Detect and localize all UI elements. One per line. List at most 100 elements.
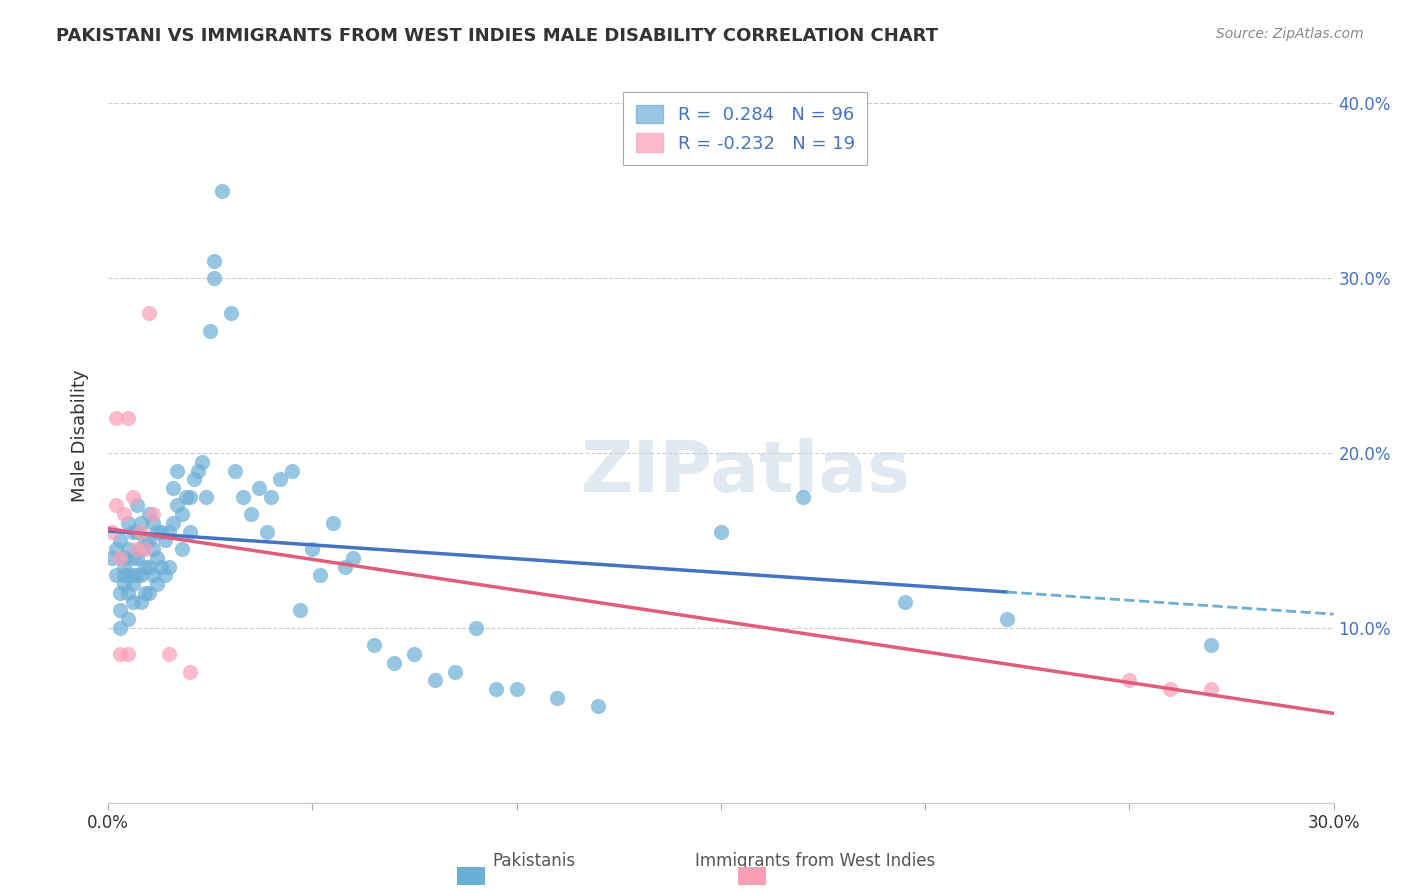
Point xyxy=(138,306,160,320)
Point xyxy=(260,490,283,504)
Point xyxy=(232,490,254,504)
Point xyxy=(153,568,176,582)
Point xyxy=(117,411,139,425)
Point xyxy=(125,542,148,557)
Point xyxy=(202,253,225,268)
Point xyxy=(129,594,152,608)
Point xyxy=(1159,681,1181,696)
Point xyxy=(162,481,184,495)
Point xyxy=(183,472,205,486)
Point xyxy=(101,524,124,539)
Point xyxy=(117,516,139,530)
Point xyxy=(142,516,165,530)
Point xyxy=(202,271,225,285)
Point xyxy=(322,516,344,530)
Point xyxy=(628,96,651,111)
Point xyxy=(105,568,128,582)
Point xyxy=(142,542,165,557)
Point xyxy=(166,499,188,513)
Point xyxy=(240,507,263,521)
Point xyxy=(150,524,173,539)
Point xyxy=(112,577,135,591)
Point xyxy=(117,568,139,582)
Point xyxy=(288,603,311,617)
Point xyxy=(444,665,467,679)
Point xyxy=(125,524,148,539)
Point xyxy=(195,490,218,504)
Point xyxy=(146,524,169,539)
Point xyxy=(485,681,508,696)
Point xyxy=(117,542,139,557)
Point xyxy=(157,647,180,661)
Point xyxy=(105,499,128,513)
Point xyxy=(157,524,180,539)
Point xyxy=(256,524,278,539)
Point xyxy=(134,559,156,574)
Point xyxy=(995,612,1018,626)
Point xyxy=(129,542,152,557)
Point xyxy=(125,499,148,513)
Point xyxy=(121,594,143,608)
Point xyxy=(117,647,139,661)
Point xyxy=(179,665,201,679)
Point xyxy=(146,550,169,565)
Point xyxy=(179,524,201,539)
Point xyxy=(174,490,197,504)
Point xyxy=(170,542,193,557)
Point xyxy=(112,568,135,582)
Point xyxy=(117,586,139,600)
Point xyxy=(138,586,160,600)
Point xyxy=(112,559,135,574)
Point xyxy=(1199,638,1222,652)
Point xyxy=(110,647,132,661)
Point xyxy=(125,550,148,565)
Point xyxy=(101,550,124,565)
Y-axis label: Male Disability: Male Disability xyxy=(72,369,89,502)
Point xyxy=(110,586,132,600)
Point xyxy=(110,603,132,617)
Point xyxy=(105,411,128,425)
Point xyxy=(129,516,152,530)
Point xyxy=(505,681,527,696)
Point xyxy=(710,524,733,539)
Point xyxy=(166,463,188,477)
Text: Pakistanis: Pakistanis xyxy=(492,852,576,870)
Legend: R =  0.284   N = 96, R = -0.232   N = 19: R = 0.284 N = 96, R = -0.232 N = 19 xyxy=(623,92,868,165)
Point xyxy=(342,550,364,565)
Text: Immigrants from West Indies: Immigrants from West Indies xyxy=(696,852,935,870)
Point xyxy=(121,577,143,591)
Point xyxy=(138,559,160,574)
Point xyxy=(309,568,332,582)
Point xyxy=(142,568,165,582)
Point xyxy=(219,306,242,320)
Point xyxy=(105,542,128,557)
Point xyxy=(162,516,184,530)
Point xyxy=(138,507,160,521)
Point xyxy=(117,612,139,626)
Point xyxy=(333,559,356,574)
Point xyxy=(423,673,446,688)
Text: PAKISTANI VS IMMIGRANTS FROM WEST INDIES MALE DISABILITY CORRELATION CHART: PAKISTANI VS IMMIGRANTS FROM WEST INDIES… xyxy=(56,27,938,45)
Point xyxy=(112,550,135,565)
Point xyxy=(150,559,173,574)
Point xyxy=(187,463,209,477)
Point xyxy=(129,568,152,582)
Point xyxy=(382,656,405,670)
Point xyxy=(134,542,156,557)
Point xyxy=(110,550,132,565)
Point xyxy=(157,559,180,574)
Point xyxy=(893,594,915,608)
Point xyxy=(138,533,160,548)
Point xyxy=(301,542,323,557)
Point xyxy=(1199,681,1222,696)
Point xyxy=(792,490,814,504)
Point xyxy=(121,568,143,582)
Point xyxy=(191,455,214,469)
Point xyxy=(134,533,156,548)
Point xyxy=(1118,673,1140,688)
Point xyxy=(121,490,143,504)
Point xyxy=(121,524,143,539)
Point xyxy=(125,568,148,582)
Point xyxy=(363,638,385,652)
Point xyxy=(269,472,291,486)
